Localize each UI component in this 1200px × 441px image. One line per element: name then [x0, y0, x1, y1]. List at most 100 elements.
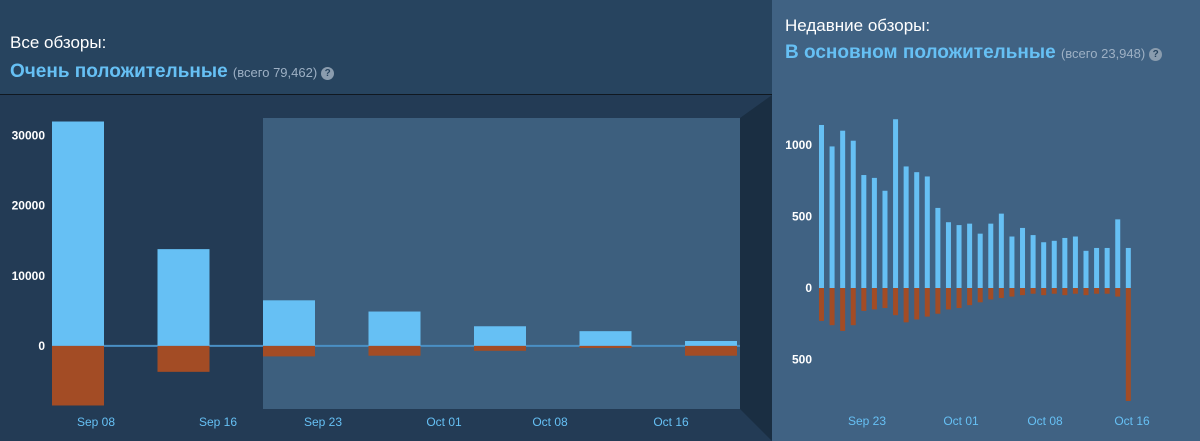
negative-bar[interactable] — [1094, 288, 1100, 294]
positive-bar[interactable] — [1115, 219, 1121, 288]
positive-bar[interactable] — [956, 225, 962, 288]
negative-bar[interactable] — [1072, 288, 1078, 294]
negative-bar[interactable] — [1041, 288, 1047, 296]
negative-bar[interactable] — [903, 288, 909, 323]
x-tick-label: Oct 08 — [1027, 414, 1063, 428]
negative-bar[interactable] — [1125, 288, 1131, 401]
negative-bar[interactable] — [924, 288, 930, 317]
negative-bar[interactable] — [829, 288, 835, 326]
x-tick-label: Sep 08 — [77, 415, 115, 429]
negative-bar[interactable] — [956, 288, 962, 309]
negative-bar[interactable] — [945, 288, 951, 310]
negative-bar[interactable] — [52, 345, 104, 406]
positive-bar[interactable] — [52, 121, 104, 346]
positive-bar[interactable] — [998, 213, 1004, 288]
y-tick-label: 1000 — [785, 138, 812, 152]
negative-bar[interactable] — [1115, 288, 1121, 297]
positive-bar[interactable] — [1083, 250, 1089, 288]
positive-bar[interactable] — [945, 222, 951, 288]
negative-bar[interactable] — [1030, 288, 1036, 294]
all-reviews-summary[interactable]: Очень положительные — [10, 61, 228, 82]
positive-bar[interactable] — [871, 177, 877, 288]
positive-bar[interactable] — [1104, 247, 1110, 288]
all-reviews-chart[interactable]: 30000 20000 10000 0 Sep 08 Sep 16 Sep 23 Oct 0… — [0, 95, 772, 441]
negative-bar[interactable] — [935, 288, 941, 314]
positive-bar[interactable] — [579, 331, 632, 346]
positive-bar[interactable] — [988, 223, 994, 288]
negative-bar[interactable] — [1104, 288, 1110, 294]
all-reviews-header: Все обзоры: Очень положительные (всего 7… — [0, 0, 772, 95]
negative-bar[interactable] — [914, 288, 920, 320]
all-reviews-panel: Все обзоры: Очень положительные (всего 7… — [0, 0, 772, 441]
help-icon[interactable]: ? — [321, 67, 335, 80]
positive-bar[interactable] — [263, 300, 315, 346]
positive-bar[interactable] — [893, 119, 899, 288]
negative-bar[interactable] — [157, 345, 210, 372]
selected-range-highlight[interactable] — [263, 118, 740, 409]
positive-bar[interactable] — [924, 176, 930, 288]
positive-bar[interactable] — [1051, 240, 1057, 288]
negative-bar[interactable] — [882, 288, 888, 309]
all-reviews-summary-line: Очень положительные (всего 79,462)? — [10, 61, 335, 84]
x-tick-label: Oct 01 — [943, 414, 979, 428]
negative-bar[interactable] — [893, 288, 899, 316]
positive-bar[interactable] — [1062, 237, 1068, 288]
x-tick-label: Oct 16 — [653, 415, 689, 429]
positive-bar[interactable] — [368, 311, 421, 346]
recent-reviews-summary[interactable]: В основном положительные — [785, 42, 1056, 63]
positive-bar[interactable] — [1094, 247, 1100, 288]
negative-bar[interactable] — [685, 345, 737, 356]
positive-bar[interactable] — [935, 207, 941, 288]
x-tick-label: Oct 01 — [426, 415, 462, 429]
negative-bar[interactable] — [977, 288, 983, 303]
recent-reviews-chart[interactable]: 1000 500 0 500 Sep 23 Oct 01 Oct 08 Oct 16 — [772, 101, 1200, 441]
negative-bar[interactable] — [368, 345, 421, 356]
positive-bar[interactable] — [1009, 236, 1015, 288]
y-tick-label: 500 — [792, 353, 812, 367]
negative-bar[interactable] — [819, 288, 824, 321]
positive-bar[interactable] — [1020, 227, 1026, 288]
positive-bar[interactable] — [861, 175, 867, 288]
help-icon[interactable]: ? — [1149, 48, 1163, 61]
negative-bar[interactable] — [998, 288, 1004, 299]
negative-bar[interactable] — [1009, 288, 1015, 297]
recent-reviews-label: Недавние обзоры: — [785, 16, 931, 35]
recent-reviews-summary-line: В основном положительные (всего 23,948)? — [785, 42, 1185, 65]
positive-bar[interactable] — [1030, 235, 1036, 288]
negative-bar[interactable] — [861, 288, 867, 311]
positive-bar[interactable] — [829, 146, 835, 288]
x-tick-label: Sep 23 — [848, 414, 886, 428]
negative-bar[interactable] — [988, 288, 994, 300]
positive-bar[interactable] — [819, 124, 824, 288]
negative-bar[interactable] — [1083, 288, 1089, 296]
positive-bar[interactable] — [157, 249, 210, 346]
negative-bar[interactable] — [871, 288, 877, 310]
positive-bar[interactable] — [977, 233, 983, 288]
zoom-connector — [740, 95, 772, 441]
negative-bar[interactable] — [579, 345, 632, 348]
positive-bar[interactable] — [850, 140, 856, 288]
y-tick-label: 0 — [805, 281, 812, 295]
positive-bar[interactable] — [882, 190, 888, 288]
positive-bar[interactable] — [474, 326, 526, 346]
negative-bar[interactable] — [840, 288, 846, 331]
negative-bar[interactable] — [1062, 288, 1068, 296]
negative-bar[interactable] — [1020, 288, 1026, 296]
negative-bar[interactable] — [967, 288, 973, 306]
negative-bar[interactable] — [850, 288, 856, 326]
y-tick-label: 0 — [38, 339, 45, 353]
x-tick-label: Sep 23 — [304, 415, 342, 429]
positive-bar[interactable] — [1072, 236, 1078, 288]
recent-reviews-total: (всего 23,948) — [1060, 46, 1146, 61]
positive-bar[interactable] — [685, 340, 737, 346]
positive-bar[interactable] — [903, 166, 909, 288]
negative-bar[interactable] — [263, 345, 315, 357]
positive-bar[interactable] — [1125, 247, 1131, 288]
positive-bar[interactable] — [914, 172, 920, 288]
negative-bar[interactable] — [474, 345, 526, 351]
positive-bar[interactable] — [840, 130, 846, 288]
negative-bar[interactable] — [1051, 288, 1057, 294]
positive-bar[interactable] — [1041, 242, 1047, 288]
positive-bar[interactable] — [967, 223, 973, 288]
y-tick-label: 500 — [792, 210, 812, 224]
